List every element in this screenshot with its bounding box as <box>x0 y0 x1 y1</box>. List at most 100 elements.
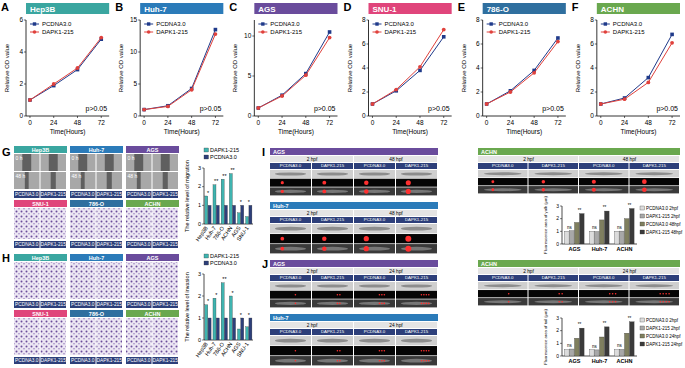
bar <box>600 337 605 356</box>
legend-marker <box>147 22 150 25</box>
bar <box>565 350 570 356</box>
y-tick-label: 4 <box>590 64 594 71</box>
annotation: ns <box>617 225 623 230</box>
x-tick-label: 0 <box>28 119 32 126</box>
micrograph <box>97 262 123 299</box>
plot-area <box>565 322 635 356</box>
condition-label: DAPK1-215 <box>405 217 429 222</box>
tumor-signal <box>426 350 428 352</box>
image-group: SNU-1PCDNA3.0DAPK1-215 <box>14 310 67 364</box>
bar <box>580 214 585 244</box>
micrograph <box>41 318 67 355</box>
tumor-signal <box>384 350 386 352</box>
x-axis <box>369 116 452 117</box>
condition-label: DAPK1-215 <box>41 242 67 247</box>
bar <box>580 328 585 356</box>
y-axis <box>204 274 205 340</box>
bar <box>233 318 236 340</box>
annotation: ** <box>214 178 219 184</box>
zebrafish-group: AGS2 hpfPCDNA3.0DAPK1-21548 hpfPCDNA3.0D… <box>270 148 438 195</box>
wound-gap <box>105 154 114 171</box>
y-tick <box>560 356 562 357</box>
y-tick-label: 1 <box>556 228 559 234</box>
x-tick-label: 24 <box>164 119 172 126</box>
group-title-box <box>14 254 67 261</box>
condition-box <box>153 357 179 364</box>
annotation: * <box>207 190 210 196</box>
x-axis <box>26 116 109 117</box>
tumor-signal <box>384 294 386 296</box>
bar <box>620 231 625 244</box>
wound-gap <box>161 154 170 171</box>
x-tick-label: 72 <box>554 119 562 126</box>
panel-label: B <box>115 1 123 13</box>
y-tick <box>367 68 369 69</box>
tumor-signal <box>381 294 383 296</box>
condition-box <box>354 329 395 335</box>
group-title: ACHN <box>145 311 161 317</box>
fish-image <box>354 291 395 299</box>
fish-image <box>478 186 528 193</box>
wound-gap <box>163 172 168 189</box>
fish-image <box>529 170 579 177</box>
condition-box <box>270 329 311 335</box>
tumor-signal <box>322 246 326 250</box>
fish-body <box>401 359 432 363</box>
y-tick-label: 3 <box>556 315 559 321</box>
y-tick-label: 6 <box>19 16 23 23</box>
series-line <box>258 38 329 108</box>
x-axis-label: Time(Hours) <box>620 128 656 136</box>
marker <box>556 40 560 44</box>
line-chart: E786-O024487202468Time(Hours)Relative OD… <box>458 1 566 136</box>
fish-image <box>396 179 437 187</box>
condition-box <box>97 241 123 248</box>
tumor-signal <box>426 294 428 296</box>
time-label: 2 hpf <box>523 269 534 274</box>
bar <box>224 318 227 340</box>
group-title-box <box>70 146 123 153</box>
x-tick-label: ACHN <box>617 358 633 364</box>
x-tick-label: 24 <box>507 119 515 126</box>
series-line <box>144 34 215 110</box>
fish-image <box>354 224 395 233</box>
y-tick <box>138 20 140 21</box>
fish-body <box>275 190 306 193</box>
line-chart: AHep3B02448720246Time(Hours)Relative OD … <box>1 1 109 136</box>
title-box <box>369 3 452 14</box>
fish-body <box>635 284 673 287</box>
y-tick <box>138 52 140 53</box>
condition-label: PCDNA3.0 <box>364 217 386 222</box>
y-tick-label: 0 <box>248 112 252 119</box>
micrograph <box>126 262 152 299</box>
panel-label: C <box>229 1 237 13</box>
condition-box <box>312 217 353 223</box>
bar <box>605 211 610 244</box>
image-group: Hep3BPCDNA3.0DAPK1-215 <box>14 254 67 308</box>
condition-label: PCDNA3.0 <box>127 358 151 363</box>
y-tick <box>202 205 204 206</box>
fish-image <box>630 170 680 177</box>
bar-chart: 0123The relative level of migrationHep3B… <box>184 147 253 243</box>
condition-box <box>153 301 179 308</box>
wound-gap <box>78 154 87 171</box>
condition-label: DAPK1-215 <box>321 329 345 334</box>
fish-body <box>359 247 390 251</box>
condition-box <box>126 241 152 248</box>
fish-image <box>354 346 395 355</box>
condition-label: DAPK1-215 <box>321 163 345 168</box>
marker <box>214 32 218 36</box>
annotation: ns <box>567 343 573 348</box>
x-tick-label: Huh-7 <box>592 358 608 364</box>
condition-box <box>312 329 353 335</box>
legend-label: PCDNA3.0 <box>613 21 643 27</box>
y-tick <box>560 318 562 319</box>
legend-swatch <box>640 222 645 226</box>
panel-label: G <box>2 146 11 158</box>
x-tick <box>486 116 487 118</box>
tumor-signal <box>384 303 386 305</box>
condition-label: PCDNA3.0 <box>71 242 95 247</box>
wound-gap <box>81 172 85 189</box>
fish-body <box>275 172 306 175</box>
y-tick-label: 6 <box>362 40 366 47</box>
fish-body <box>534 300 572 303</box>
